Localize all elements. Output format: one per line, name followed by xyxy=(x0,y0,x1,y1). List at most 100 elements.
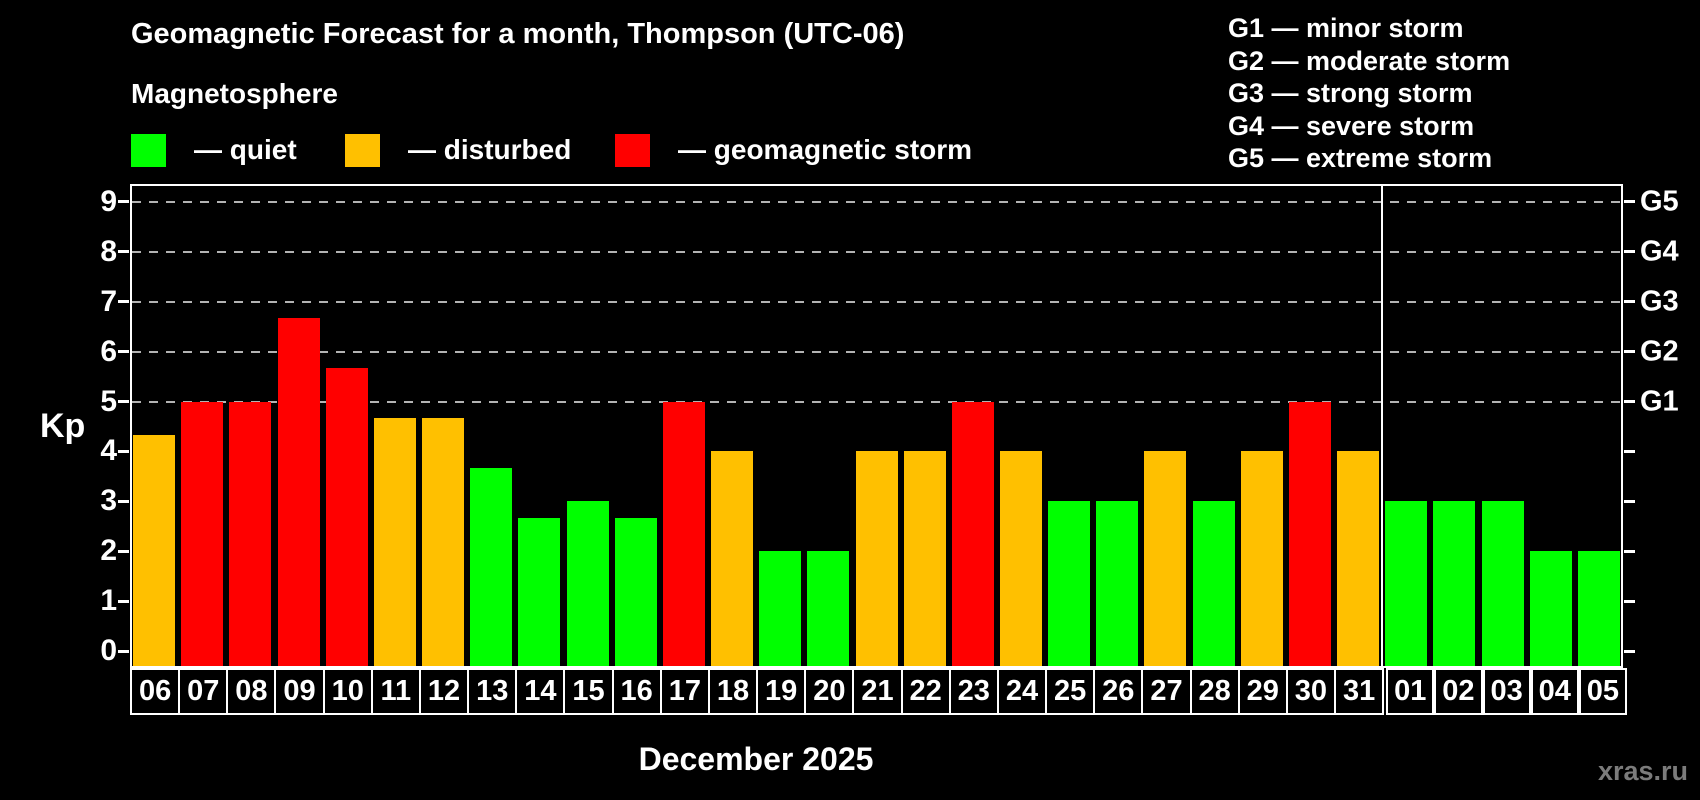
right-tick-kp8 xyxy=(1624,250,1635,254)
bar-day-06 xyxy=(133,434,176,666)
day-label-30: 30 xyxy=(1285,668,1337,715)
day-label-28: 28 xyxy=(1189,668,1240,715)
bar-day-05 xyxy=(1577,551,1620,666)
bar-day-26 xyxy=(1096,501,1139,666)
x-axis-day-labels: 06 07 08 09 10 11 12 13 14 15 16 17 18 19 20 21 22 23 24 25… xyxy=(130,668,1630,715)
day-label-19: 19 xyxy=(756,668,807,715)
legend-item-storm: — geomagnetic storm xyxy=(615,132,972,168)
right-tick-kp2 xyxy=(1624,549,1635,553)
y-tick-label-4: 4 xyxy=(100,434,117,468)
left-tick-kp6 xyxy=(118,350,129,354)
bar-day-04 xyxy=(1529,551,1572,666)
bar-day-17 xyxy=(662,401,705,666)
g-scale-line-g1: G1 — minor storm xyxy=(1228,13,1464,43)
bar-day-28 xyxy=(1192,501,1235,666)
left-tick-kp4 xyxy=(118,449,129,453)
bar-day-09 xyxy=(277,318,320,666)
bar-day-21 xyxy=(855,451,898,666)
right-axis-label-g1: G1 xyxy=(1640,385,1679,417)
day-label-01: 01 xyxy=(1386,668,1435,715)
bar-day-31 xyxy=(1337,451,1380,666)
bar-day-18 xyxy=(711,451,754,666)
bar-day-10 xyxy=(325,368,368,666)
right-tick-kp0 xyxy=(1624,649,1635,653)
day-label-17: 17 xyxy=(659,668,710,715)
left-tick-kp7 xyxy=(118,300,129,304)
day-label-05: 05 xyxy=(1578,668,1627,715)
y-tick-label-0: 0 xyxy=(100,634,117,667)
x-axis-title: December 2025 xyxy=(638,741,874,777)
left-tick-kp2 xyxy=(118,549,129,553)
day-label-02: 02 xyxy=(1434,668,1483,715)
bar-day-29 xyxy=(1240,451,1283,666)
y-tick-label-9: 9 xyxy=(100,184,117,218)
day-label-31: 31 xyxy=(1334,668,1385,715)
day-label-07: 07 xyxy=(178,668,229,715)
bar-day-27 xyxy=(1144,451,1187,666)
gridline-kp7 xyxy=(132,300,1621,303)
y-tick-label-6: 6 xyxy=(100,334,117,368)
bar-day-02 xyxy=(1433,501,1476,666)
bar-day-25 xyxy=(1048,501,1091,666)
gridline-kp9 xyxy=(132,200,1621,203)
day-label-10: 10 xyxy=(322,668,373,715)
bar-day-14 xyxy=(518,517,561,666)
bar-day-30 xyxy=(1288,401,1331,666)
day-label-15: 15 xyxy=(563,668,614,715)
chart-subtitle: Magnetosphere xyxy=(131,78,338,109)
day-label-29: 29 xyxy=(1237,668,1288,715)
g-scale-line-g2: G2 — moderate storm xyxy=(1228,45,1511,76)
month-separator-line xyxy=(1381,186,1384,666)
g-scale-line-g5: G5 — extreme storm xyxy=(1228,143,1493,173)
right-tick-kp4 xyxy=(1624,449,1635,453)
left-tick-kp0 xyxy=(118,649,129,653)
bar-day-15 xyxy=(566,501,609,666)
disturbed-color-swatch xyxy=(345,133,380,167)
day-label-16: 16 xyxy=(611,668,662,715)
right-tick-kp3 xyxy=(1624,499,1635,503)
y-tick-label-1: 1 xyxy=(100,584,117,618)
day-label-11: 11 xyxy=(370,668,421,715)
right-tick-kp5 xyxy=(1624,400,1635,403)
legend-label-quiet: — quiet xyxy=(194,134,297,165)
day-label-03: 03 xyxy=(1482,668,1531,715)
right-axis-label-g3: G3 xyxy=(1640,285,1679,318)
y-tick-label-8: 8 xyxy=(100,234,117,268)
left-tick-kp1 xyxy=(118,599,129,603)
bar-day-22 xyxy=(903,451,946,666)
y-axis-title: Kp xyxy=(40,407,86,445)
bar-day-12 xyxy=(422,417,465,666)
right-axis-label-g4: G4 xyxy=(1640,235,1679,268)
right-tick-kp1 xyxy=(1624,599,1635,603)
day-label-08: 08 xyxy=(226,668,277,715)
day-label-14: 14 xyxy=(515,668,566,715)
right-tick-kp9 xyxy=(1624,200,1635,204)
y-tick-label-7: 7 xyxy=(100,284,117,318)
left-tick-kp8 xyxy=(118,250,129,254)
g-scale-line-g3: G3 — strong storm xyxy=(1228,78,1473,108)
legend-label-disturbed: — disturbed xyxy=(408,134,572,165)
bar-day-01 xyxy=(1385,501,1428,666)
g-scale-legend: G1 — minor storm G2 — moderate storm G3 … xyxy=(1228,12,1510,175)
day-label-20: 20 xyxy=(804,668,855,715)
y-tick-label-3: 3 xyxy=(100,484,117,518)
bar-day-24 xyxy=(999,451,1042,666)
g-scale-line-g4: G4 — severe storm xyxy=(1228,110,1475,141)
gridline-kp8 xyxy=(132,250,1621,253)
legend-label-storm: — geomagnetic storm xyxy=(678,134,973,165)
bar-day-13 xyxy=(470,467,513,666)
watermark: xras.ru xyxy=(1597,756,1688,786)
gridline-kp5 xyxy=(132,400,1621,403)
y-tick-label-2: 2 xyxy=(100,534,117,568)
plot-area: 0 1 2 3 4 5 6 7 8 9 G1 G2 G3 G4 G5 xyxy=(100,184,1679,668)
left-tick-kp3 xyxy=(118,499,129,503)
day-label-04: 04 xyxy=(1530,668,1579,715)
day-label-09: 09 xyxy=(274,668,325,715)
y-tick-label-5: 5 xyxy=(100,384,117,418)
day-label-27: 27 xyxy=(1141,668,1192,715)
bar-day-19 xyxy=(759,551,802,666)
left-tick-kp9 xyxy=(118,200,129,204)
bar-day-16 xyxy=(614,517,657,666)
day-label-06: 06 xyxy=(130,668,181,715)
left-tick-kp5 xyxy=(118,400,129,403)
